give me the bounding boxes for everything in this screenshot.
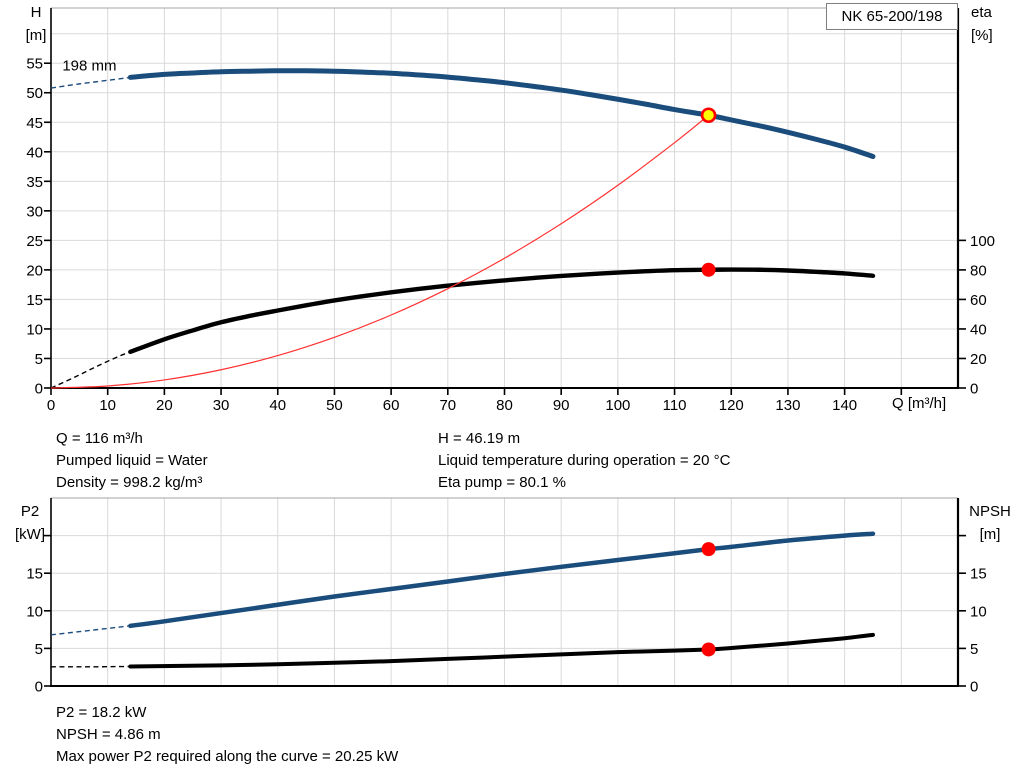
x-tick-label: 10	[99, 397, 116, 414]
left-tick-label: 0	[35, 381, 43, 398]
eta-curve	[128, 267, 876, 355]
power-info: P2 = 18.2 kW NPSH = 4.86 m Max power P2 …	[56, 702, 398, 768]
left-tick-label: 0	[35, 679, 43, 696]
npsh-axis-unit: [m]	[979, 526, 1001, 543]
info-npsh: NPSH = 4.86 m	[56, 726, 161, 743]
qh-curve-198mm	[127, 68, 876, 160]
right-tick-label: 60	[970, 292, 987, 309]
p2-axis-unit: [kW]	[15, 526, 45, 543]
eta-curve-dashed	[50, 351, 131, 389]
x-tick-label: 50	[326, 397, 343, 414]
pump-type-label: NK 65-200/198	[841, 8, 943, 25]
right-tick-label: 15	[970, 566, 987, 583]
x-tick-label: 60	[383, 397, 400, 414]
left-tick-label: 35	[26, 174, 43, 191]
p2-curve	[128, 531, 876, 629]
npsh-axis-title: NPSH	[969, 503, 1011, 520]
left-tick-label: 25	[26, 233, 43, 250]
pump-type-box: NK 65-200/198	[826, 3, 958, 30]
info-density: Density = 998.2 kg/m³	[56, 474, 203, 491]
info-head: H = 46.19 m	[438, 430, 521, 447]
eta-operating-point	[701, 262, 716, 277]
x-tick-label: 130	[775, 397, 800, 414]
left-tick-label: 40	[26, 144, 43, 161]
right-tick-label: 40	[970, 321, 987, 338]
duty-point	[700, 107, 717, 124]
eta-axis-unit: [%]	[971, 27, 993, 44]
info-p2: P2 = 18.2 kW	[56, 704, 147, 721]
p2-axis-title: P2	[20, 503, 40, 520]
left-tick-label: 30	[26, 203, 43, 220]
left-tick-label: 5	[35, 351, 43, 368]
p2-operating-point	[701, 542, 716, 557]
npsh-curve	[128, 632, 875, 669]
left-tick-label: 45	[26, 115, 43, 132]
x-tick-label: 140	[832, 397, 857, 414]
info-eta: Eta pump = 80.1 %	[438, 474, 566, 491]
x-tick-label: 120	[719, 397, 744, 414]
right-tick-label: 0	[970, 679, 978, 696]
left-tick-label: 5	[35, 641, 43, 658]
system-curve	[50, 114, 709, 389]
x-tick-label: 90	[553, 397, 570, 414]
left-tick-label: 20	[26, 262, 43, 279]
x-tick-label: 100	[605, 397, 630, 414]
eta-axis-title: eta	[971, 4, 992, 21]
left-tick-label: 15	[26, 292, 43, 309]
right-tick-label: 80	[970, 262, 987, 279]
h-axis-title: H	[30, 4, 42, 21]
x-tick-label: 70	[439, 397, 456, 414]
qh-curve-198mm-dashed	[50, 76, 131, 89]
left-tick-label: 55	[26, 56, 43, 73]
left-tick-label: 15	[26, 566, 43, 583]
left-tick-label: 50	[26, 85, 43, 102]
operating-point-info-left: Q = 116 m³/h Pumped liquid = Water Densi…	[56, 428, 208, 494]
x-tick-label: 0	[47, 397, 55, 414]
x-tick-label: 20	[156, 397, 173, 414]
info-q: Q = 116 m³/h	[56, 430, 143, 447]
right-tick-label: 0	[970, 381, 978, 398]
right-tick-label: 10	[970, 603, 987, 620]
impeller-diameter-label: 198 mm	[62, 57, 116, 74]
x-tick-label: 110	[663, 397, 687, 414]
info-maxpower: Max power P2 required along the curve = …	[56, 748, 399, 765]
p2-npsh-chart: 0 5 10 15 0 5 10 15	[26, 497, 987, 696]
x-tick-label: 30	[213, 397, 230, 414]
h-axis-unit: [m]	[25, 27, 47, 44]
left-tick-label: 10	[26, 321, 43, 338]
operating-point-info-right: H = 46.19 m Liquid temperature during op…	[438, 428, 730, 494]
q-axis-title: Q [m³/h]	[892, 395, 947, 412]
qh-eta-chart: 0 5 10 15 20 25 30 35 40 45 50 55 0 20 40 60 80 100 0 10 20 3…	[26, 7, 995, 414]
p2-curve-dashed	[50, 625, 131, 636]
right-tick-label: 5	[970, 641, 978, 658]
right-tick-label: 20	[970, 351, 987, 368]
info-liquid: Pumped liquid = Water	[56, 452, 208, 469]
left-tick-label: 10	[26, 603, 43, 620]
right-tick-label: 100	[970, 233, 995, 250]
npsh-operating-point	[701, 642, 716, 657]
x-tick-label: 40	[269, 397, 286, 414]
info-temperature: Liquid temperature during operation = 20…	[438, 452, 731, 469]
x-tick-label: 80	[496, 397, 513, 414]
